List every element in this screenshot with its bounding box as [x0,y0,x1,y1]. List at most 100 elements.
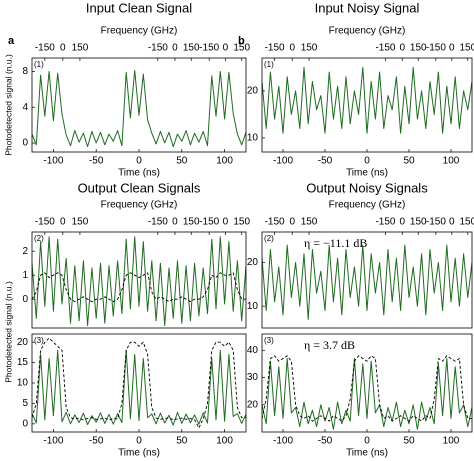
x-axis-label: Time (ns) [118,448,160,459]
x2-tick-label: -150 [148,43,168,54]
plot-area [262,355,472,430]
x2-tick-label: 0 [172,217,178,228]
x2-tick-label: 150 [233,43,250,54]
x2-tick-label: 0 [60,217,66,228]
x2-tick-label: -150 [375,43,395,54]
panel-title: Output Clean Signals [78,180,201,195]
panel-letter: a [8,35,15,47]
x2-axis-label: Frequency (GHz) [329,26,406,37]
y-tick-label: 0 [22,138,28,149]
x-tick-label: 50 [176,436,188,447]
x2-tick-label: 0 [289,43,295,54]
x-tick-label: -50 [318,156,333,167]
signal-line [262,66,472,134]
plot-area [32,70,246,148]
y-tick-label: 0 [22,294,28,305]
annotation: η = 3.7 dB [304,338,355,352]
x2-tick-label: -150 [148,217,168,228]
x2-tick-label: 150 [301,217,318,228]
x-tick-label: 50 [176,156,188,167]
x2-tick-label: 150 [410,217,427,228]
x2-tick-label: 150 [410,43,427,54]
x-tick-label: 50 [403,436,415,447]
panel-index: (2) [34,234,44,243]
x-tick-label: -100 [273,156,293,167]
signal-line [262,244,472,320]
x2-tick-label: 150 [459,217,474,228]
y-tick-label: 10 [247,133,259,144]
x2-axis-label: Frequency (GHz) [101,26,178,37]
plot-frame [261,231,473,329]
panel-letter: b [238,35,245,47]
x2-tick-label: 0 [449,43,455,54]
x-tick-label: 0 [136,156,142,167]
panel-index: (3) [264,336,274,345]
panel-index: (1) [34,60,44,69]
x-tick-label: -50 [89,436,104,447]
plot-area [32,236,246,327]
envelope-line [32,272,246,303]
x2-tick-label: 150 [183,217,200,228]
plot-area [262,244,472,320]
x-tick-label: 0 [364,436,370,447]
y-tick-label: 4 [22,102,28,113]
x-tick-label: -50 [89,156,104,167]
x2-tick-label: 0 [223,217,229,228]
x-tick-label: -100 [43,436,63,447]
y-tick-label: 0 [22,418,28,429]
x2-tick-label: 150 [72,217,89,228]
y-tick-label: 15 [17,357,29,368]
y-tick-label: 20 [247,86,259,97]
plot-area [32,337,246,429]
panel-title: Output Noisy Signals [306,180,428,195]
x2-tick-label: 0 [289,217,295,228]
plot-frame [31,57,247,153]
x-tick-label: 100 [216,436,233,447]
x2-axis-label: Frequency (GHz) [101,200,178,211]
plot-area [262,66,472,134]
x2-axis-label: Frequency (GHz) [329,200,406,211]
x2-tick-label: -150 [35,217,55,228]
x2-tick-label: 150 [301,43,318,54]
y-tick-label: 20 [17,337,29,348]
y-tick-label: 8 [22,66,28,77]
x2-tick-label: -150 [265,43,285,54]
x2-tick-label: -150 [375,217,395,228]
y-axis-label: Photodetected signal (n.u.) [3,54,13,156]
x2-tick-label: -150 [426,43,446,54]
annotation: η = −11.1 dB [304,236,367,250]
x-tick-label: 50 [403,156,415,167]
signal-line [262,358,472,430]
x-tick-label: -100 [273,436,293,447]
panel-title: Input Clean Signal [86,0,192,15]
x2-tick-label: 150 [183,43,200,54]
panel-index: (1) [264,60,274,69]
x-tick-label: 100 [216,156,233,167]
x-tick-label: 0 [136,436,142,447]
y-axis-label: Photodetected signal (n.u.) [3,281,13,383]
signal-line [32,236,246,327]
panel-index: (2) [264,234,274,243]
x2-tick-label: 0 [172,43,178,54]
x-tick-label: -50 [318,436,333,447]
x-tick-label: 100 [443,436,460,447]
x2-tick-label: 0 [223,43,229,54]
x2-tick-label: -150 [35,43,55,54]
y-tick-label: 10 [17,378,29,389]
y-tick-label: 20 [247,257,259,268]
x2-tick-label: -150 [265,217,285,228]
x-axis-label: Time (ns) [118,168,160,179]
y-tick-label: 5 [22,398,28,409]
panel-index: (3) [34,336,44,345]
x-axis-label: Time (ns) [346,448,388,459]
x-tick-label: 0 [364,156,370,167]
y-tick-label: 30 [247,372,259,383]
x2-tick-label: 0 [449,217,455,228]
y-tick-label: 2 [22,246,28,257]
x2-tick-label: 150 [459,43,474,54]
x2-tick-label: 150 [233,217,250,228]
x2-tick-label: -150 [199,43,219,54]
x-tick-label: 100 [443,156,460,167]
x2-tick-label: -150 [426,217,446,228]
